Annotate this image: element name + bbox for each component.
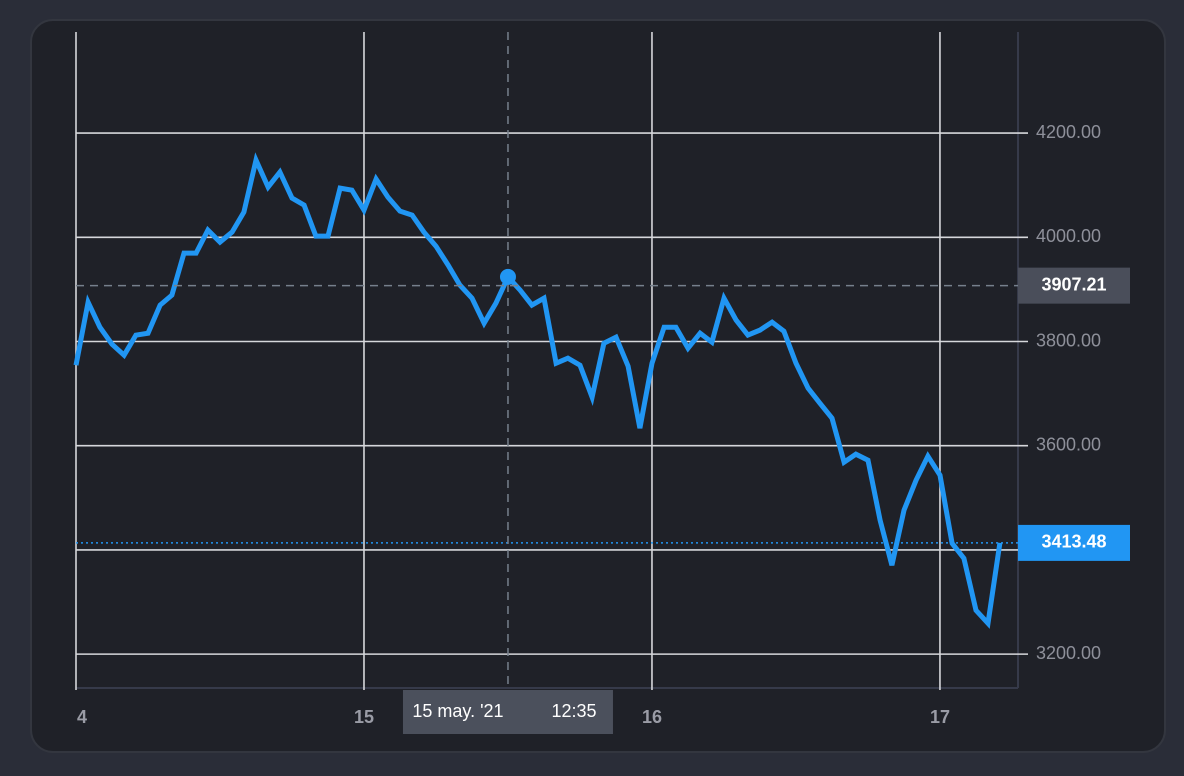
y-tick-label: 4200.00 [1036, 122, 1101, 142]
crosshair-price-label: 3907.21 [1041, 274, 1106, 294]
y-tick-label: 3800.00 [1036, 330, 1101, 350]
crosshair-point [499, 268, 516, 285]
x-tick-label: 16 [642, 707, 662, 727]
overlay: 3413.48 3907.21 15 may. '21 12:35 [76, 32, 1130, 734]
y-tick-label: 4000.00 [1036, 226, 1101, 246]
y-tick-label: 3600.00 [1036, 434, 1101, 454]
x-tick-label: 17 [930, 707, 950, 727]
crosshair-date-label: 15 may. '21 [412, 701, 503, 721]
last-price-label: 3413.48 [1041, 532, 1106, 552]
y-tick-label: 3200.00 [1036, 643, 1101, 663]
crosshair-time-badge [402, 690, 613, 734]
price-line [73, 152, 1003, 629]
x-tick-label: 4 [77, 707, 87, 727]
x-tick-label: 15 [354, 707, 374, 727]
chart-panel [30, 19, 1166, 753]
plot [73, 152, 1003, 629]
last-price-badge [1018, 524, 1130, 561]
crosshair-time-label: 12:35 [551, 701, 596, 721]
crosshair-price-badge [1018, 267, 1130, 304]
